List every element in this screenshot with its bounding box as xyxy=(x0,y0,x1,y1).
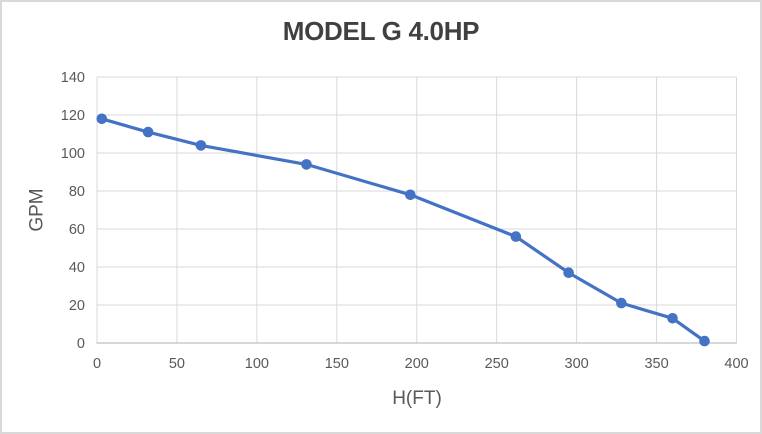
data-point xyxy=(667,313,678,324)
x-tick-label: 350 xyxy=(644,356,668,372)
x-tick-label: 0 xyxy=(93,356,101,372)
x-tick-label: 250 xyxy=(485,356,509,372)
data-point xyxy=(301,159,312,170)
y-tick-label: 100 xyxy=(61,146,85,162)
y-axis-title: GPM xyxy=(26,188,48,232)
x-tick-label: 400 xyxy=(724,356,748,372)
chart-title: MODEL G 4.0HP xyxy=(282,16,480,46)
x-tick-label: 50 xyxy=(169,356,185,372)
x-tick-label: 150 xyxy=(325,356,349,372)
data-point xyxy=(699,335,710,347)
x-axis-title: H(FT) xyxy=(392,388,442,409)
data-point xyxy=(142,126,154,138)
series-line xyxy=(100,117,707,343)
y-tick-label: 80 xyxy=(69,184,85,200)
data-point xyxy=(195,140,207,151)
y-tick-label: 60 xyxy=(69,222,85,238)
y-tick-label: 40 xyxy=(69,260,85,276)
y-tick-label: 120 xyxy=(61,108,85,124)
data-point xyxy=(563,267,574,279)
data-point xyxy=(616,297,627,309)
y-tick-label: 0 xyxy=(77,336,85,352)
data-point xyxy=(405,189,416,201)
data-point xyxy=(510,231,522,242)
x-tick-label: 100 xyxy=(245,356,269,372)
y-tick-label: 140 xyxy=(61,70,85,86)
x-tick-label: 300 xyxy=(565,356,589,372)
y-tick-label: 20 xyxy=(69,298,85,314)
x-tick-label: 200 xyxy=(405,356,429,372)
data-point xyxy=(96,113,108,125)
